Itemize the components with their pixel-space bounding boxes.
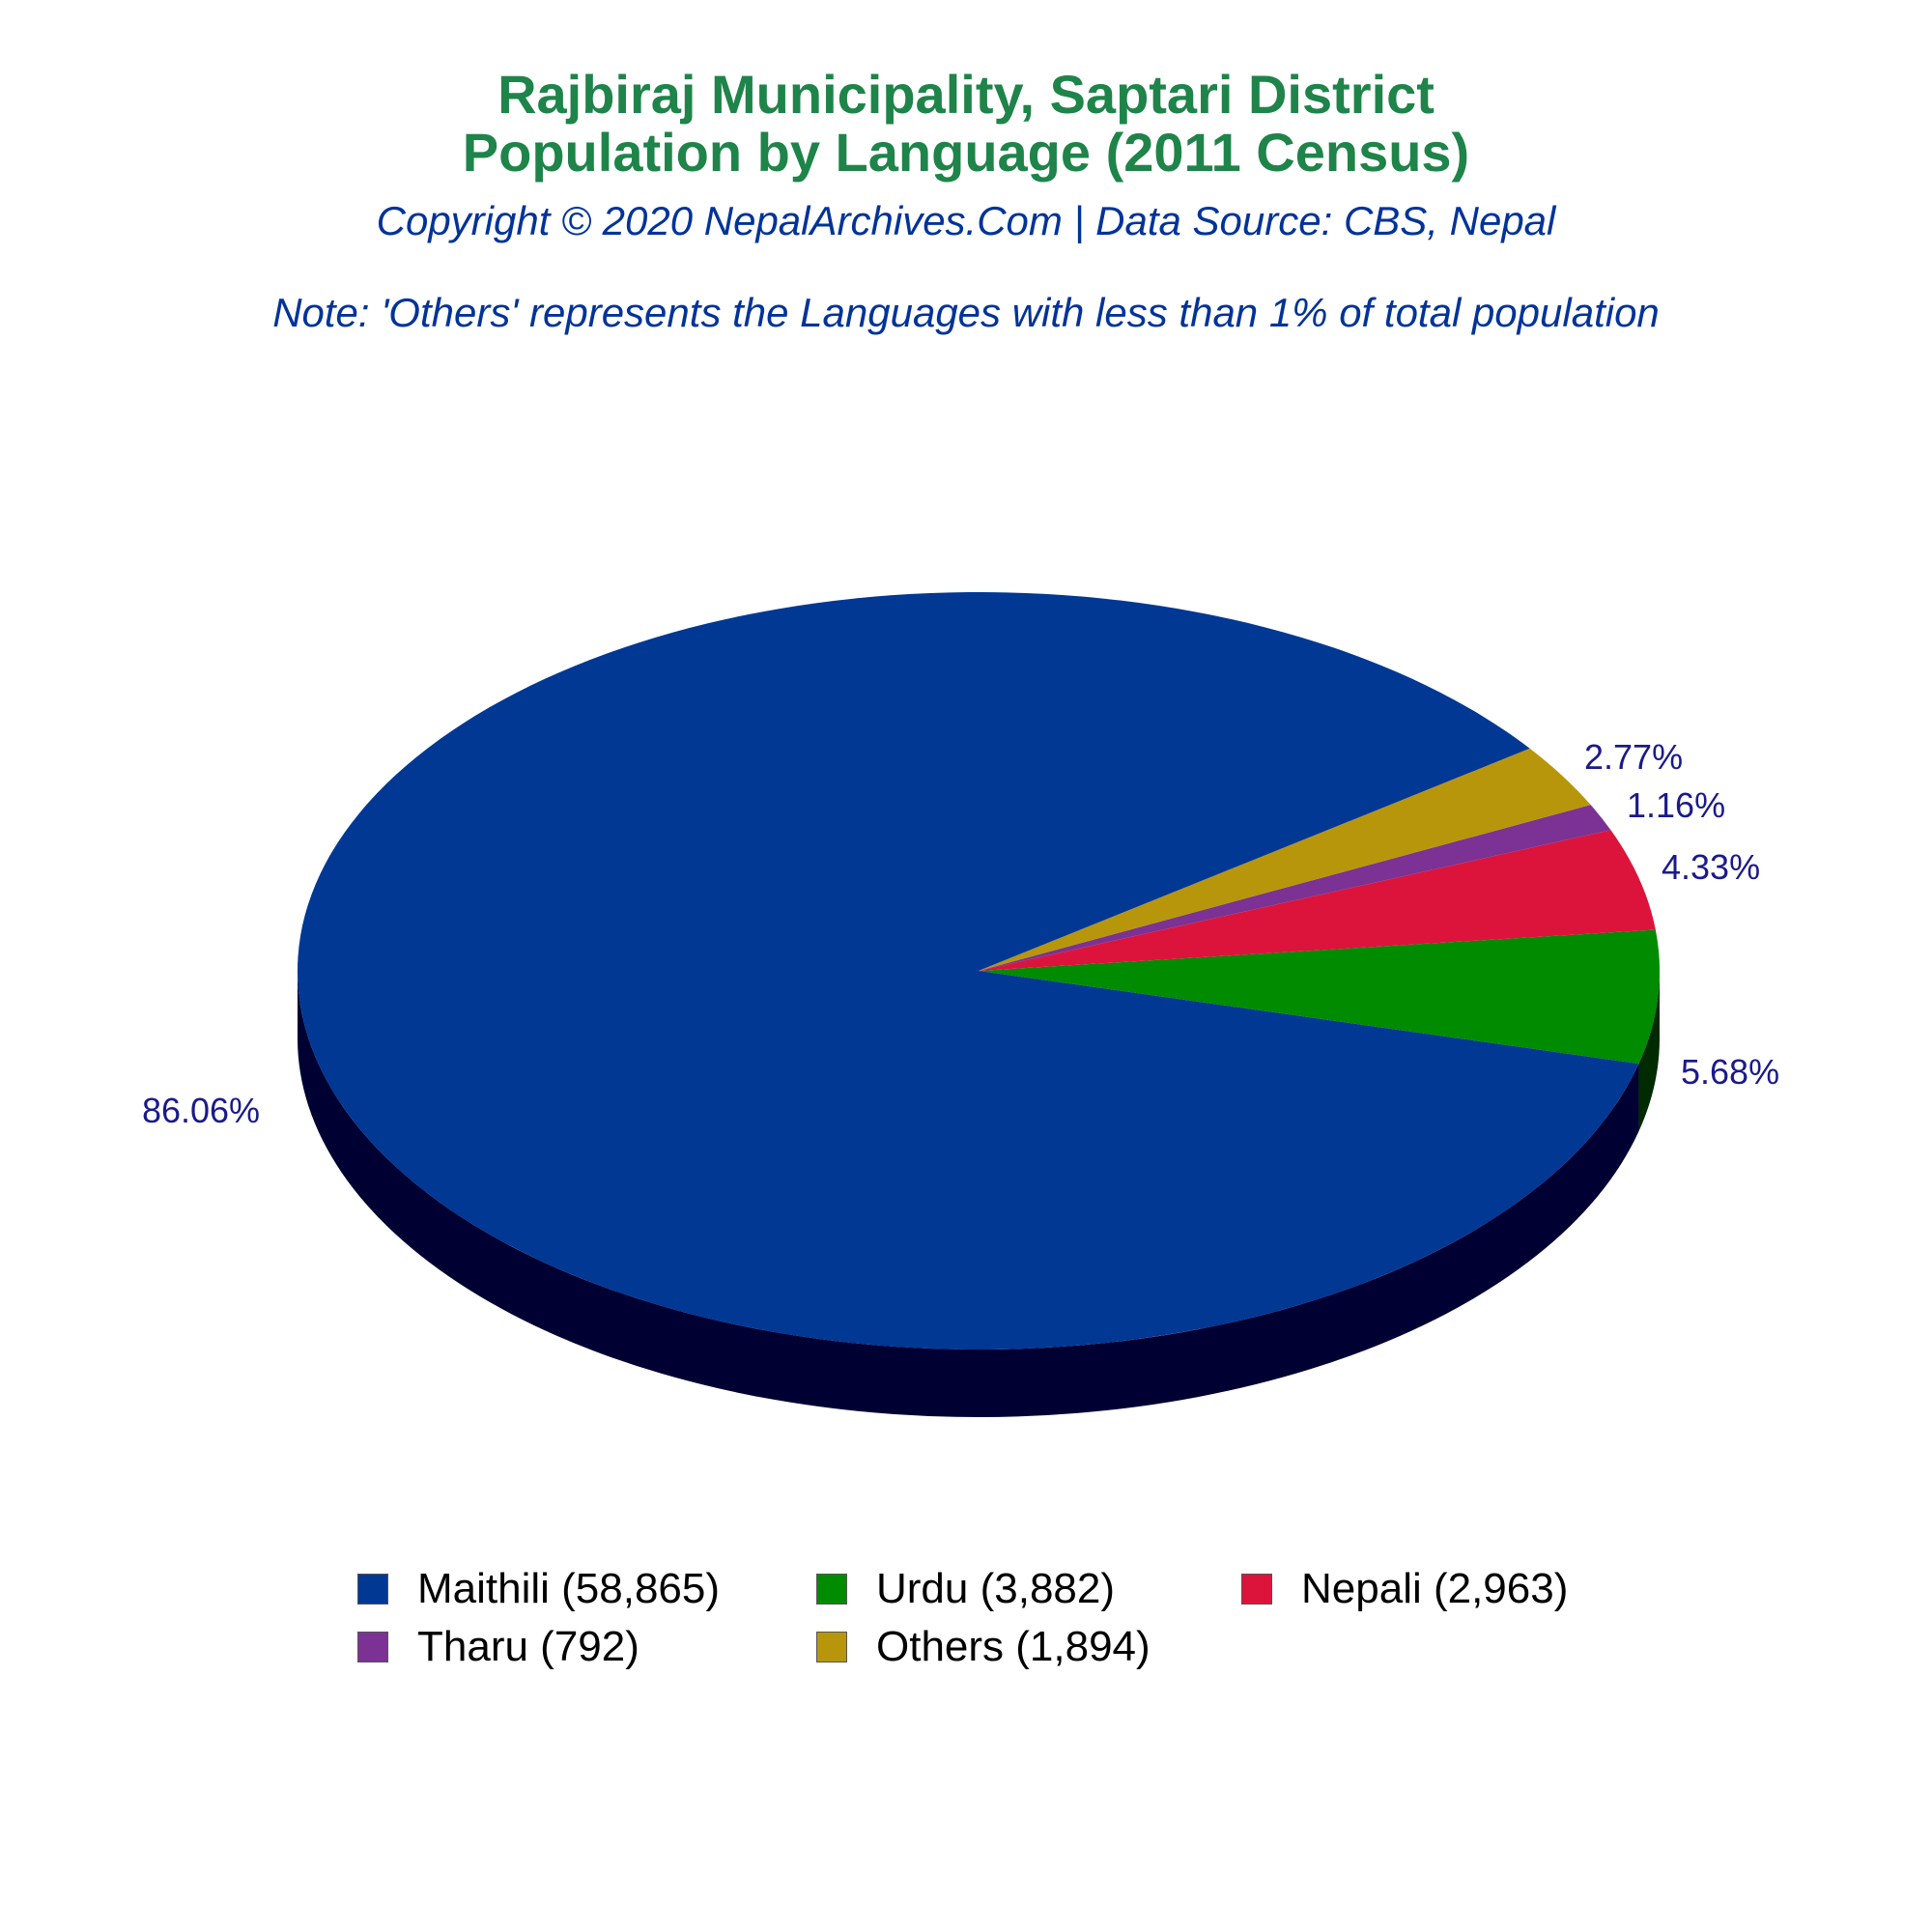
pie-slice-urdu: [979, 929, 1660, 1065]
legend-swatch: [357, 1574, 388, 1605]
pie-side-maithili: [297, 971, 1639, 1418]
legend-label: Tharu (792): [417, 1623, 639, 1670]
percent-label-urdu: 5.68%: [1681, 1052, 1779, 1092]
legend-label: Maithili (58,865): [417, 1565, 721, 1612]
legend-item-others: Others (1,894): [816, 1623, 1151, 1671]
legend-swatch: [357, 1632, 388, 1662]
chart-subtitle: Copyright © 2020 NepalArchives.Com | Dat…: [376, 198, 1556, 243]
pie-slice-nepali: [979, 830, 1656, 971]
legend-item-urdu: Urdu (3,882): [816, 1565, 1115, 1613]
chart-title-line-1: Rajbiraj Municipality, Saptari District: [497, 64, 1435, 125]
legend-swatch: [1241, 1574, 1272, 1605]
legend-swatch: [816, 1574, 847, 1605]
percent-label-maithili: 86.06%: [142, 1091, 260, 1130]
legend-swatch: [816, 1632, 847, 1662]
percent-label-others: 2.77%: [1584, 737, 1683, 777]
pie-slice-maithili: [298, 592, 1639, 1350]
pie-side-urdu: [1638, 971, 1660, 1132]
legend-item-maithili: Maithili (58,865): [357, 1565, 720, 1613]
pie-slice-tharu: [979, 805, 1611, 971]
chart-note: Note: 'Others' represents the Languages …: [272, 290, 1660, 335]
percent-label-nepali: 4.33%: [1662, 847, 1760, 887]
legend-label: Nepali (2,963): [1301, 1565, 1569, 1612]
percent-label-tharu: 1.16%: [1627, 785, 1725, 825]
legend-label: Others (1,894): [876, 1623, 1151, 1670]
legend: Maithili (58,865) Urdu (3,882) Nepali (2…: [357, 1565, 1710, 1681]
pie-slice-others: [979, 748, 1591, 971]
chart-title-line-2: Population by Language (2011 Census): [462, 122, 1470, 183]
legend-item-nepali: Nepali (2,963): [1241, 1565, 1568, 1613]
legend-label: Urdu (3,882): [876, 1565, 1116, 1612]
legend-item-tharu: Tharu (792): [357, 1623, 639, 1671]
